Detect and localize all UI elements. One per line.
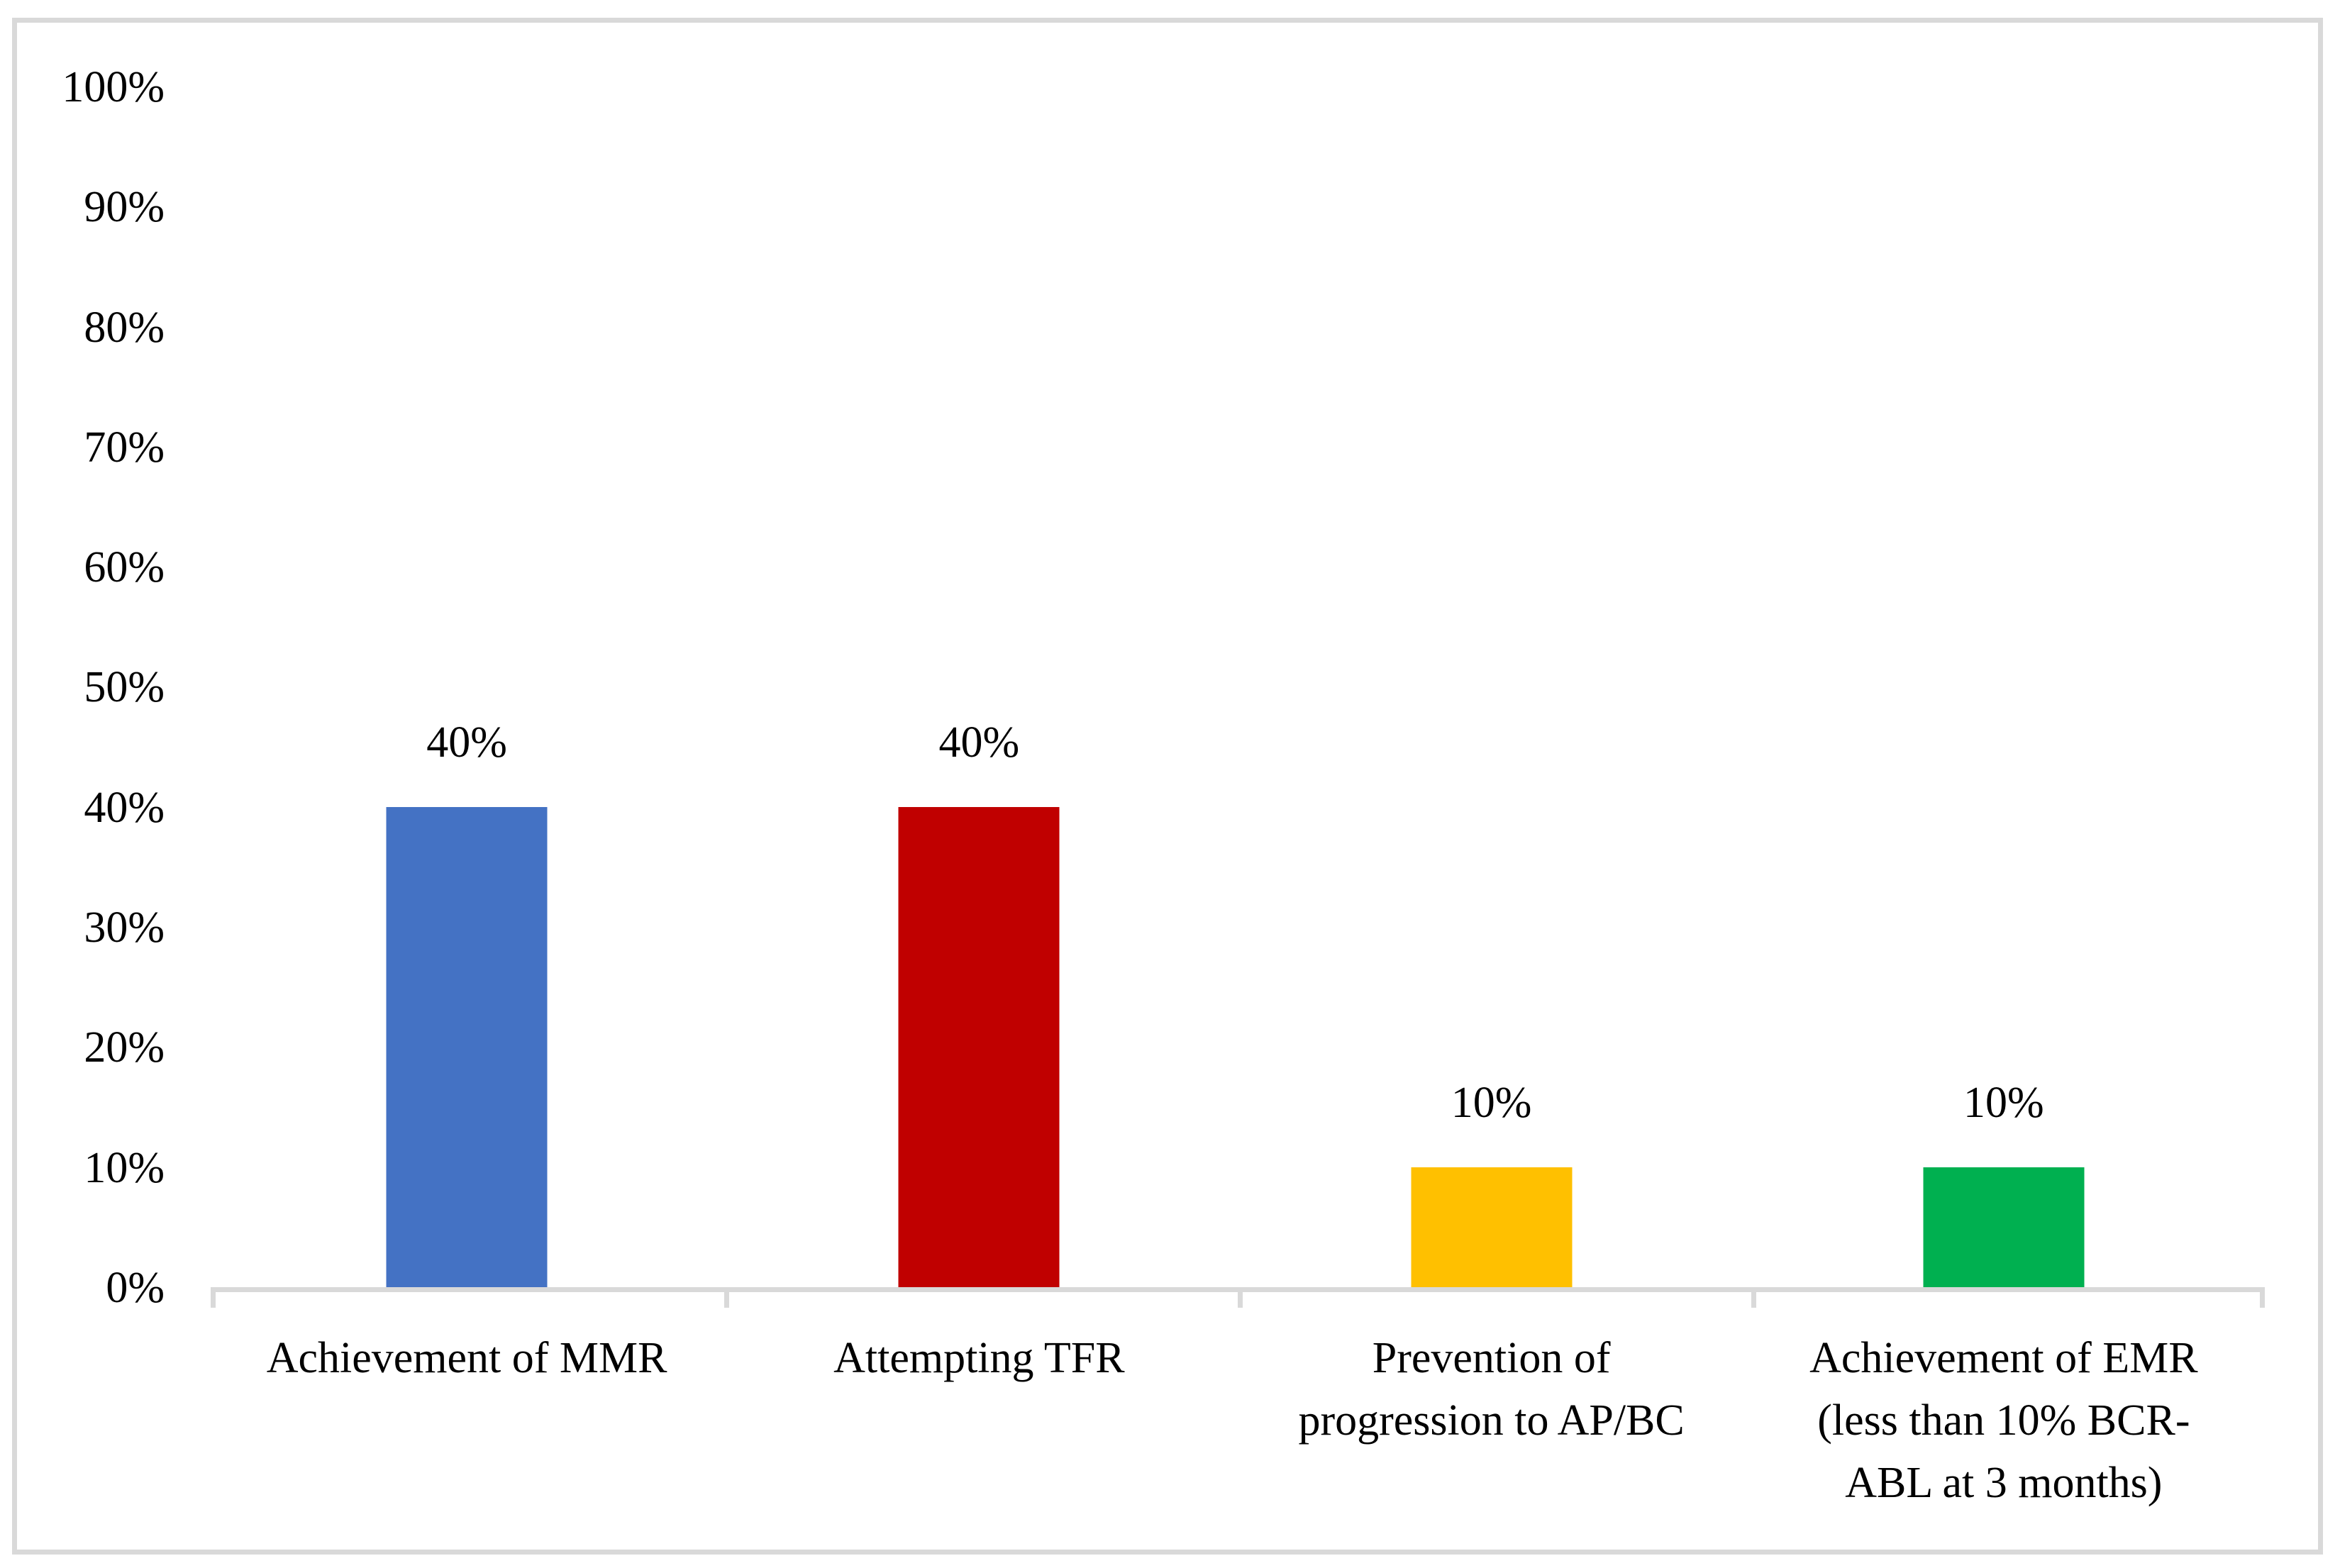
y-tick-label-40: 40% bbox=[84, 783, 165, 832]
y-tick-label-90: 90% bbox=[84, 183, 165, 232]
y-tick-label-30: 30% bbox=[84, 903, 165, 952]
x-axis-tick bbox=[211, 1287, 216, 1308]
y-tick-label-20: 20% bbox=[84, 1023, 165, 1072]
x-axis-tick bbox=[1238, 1287, 1243, 1308]
x-axis-category-labels: Achievement of MMR Attempting TFR Preven… bbox=[211, 1327, 2260, 1514]
bar-data-label: 10% bbox=[1451, 1078, 1532, 1127]
category-label-achievement-of-emr: Achievement of EMR (less than 10% BCR- A… bbox=[1809, 1334, 2198, 1507]
bar-data-label: 40% bbox=[938, 718, 1020, 767]
bar-data-label: 10% bbox=[1963, 1078, 2044, 1127]
y-tick-label-60: 60% bbox=[84, 543, 165, 592]
y-tick-label-70: 70% bbox=[84, 423, 165, 472]
x-axis-line bbox=[211, 1287, 2265, 1308]
bar-achievement-of-emr bbox=[1923, 1167, 2085, 1287]
y-tick-label-80: 80% bbox=[84, 303, 165, 352]
y-tick-label-50: 50% bbox=[84, 663, 165, 712]
category-label-attempting-tfr: Attempting TFR bbox=[833, 1334, 1125, 1382]
y-tick-label-10: 10% bbox=[84, 1143, 165, 1192]
bar-group-prevention-of-progression: 10% bbox=[1236, 87, 1748, 1287]
x-axis-tick bbox=[2260, 1287, 2265, 1308]
y-tick-label-0: 0% bbox=[106, 1263, 165, 1312]
y-axis: 100% 90% 80% 70% 60% 50% 40% 30% 20% 10%… bbox=[0, 59, 165, 1316]
bar-attempting-tfr bbox=[898, 806, 1060, 1287]
bar-group-achievement-of-emr: 10% bbox=[1748, 87, 2260, 1287]
bar-data-label: 40% bbox=[426, 718, 507, 767]
bar-group-attempting-tfr: 40% bbox=[723, 87, 1235, 1287]
bar-achievement-of-mmr bbox=[386, 806, 548, 1287]
plot-area: 40% 40% 10% 10% bbox=[211, 87, 2260, 1287]
x-axis-tick bbox=[1751, 1287, 1756, 1308]
x-axis-tick bbox=[724, 1287, 729, 1308]
category-label-prevention-of-progression: Prevention of progression to AP/BC bbox=[1298, 1334, 1685, 1445]
bar-prevention-of-progression bbox=[1411, 1167, 1573, 1287]
category-label-achievement-of-mmr: Achievement of MMR bbox=[266, 1334, 667, 1382]
bar-group-achievement-of-mmr: 40% bbox=[211, 87, 723, 1287]
chart-frame bbox=[12, 18, 2323, 1555]
y-tick-label-100: 100% bbox=[62, 63, 165, 111]
